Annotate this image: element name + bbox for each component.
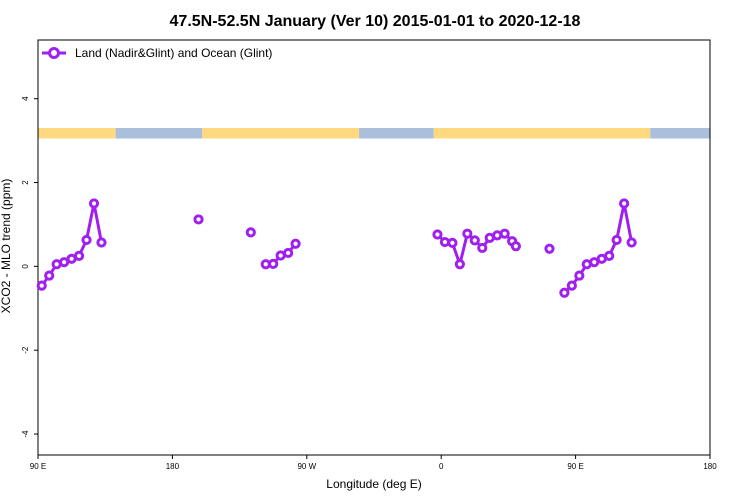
data-point-6-1 — [566, 280, 577, 291]
data-point-6-7 — [611, 234, 622, 246]
data-point-4-4 — [462, 228, 473, 239]
data-point-3-1 — [268, 258, 279, 269]
data-point-4-11 — [510, 241, 521, 252]
data-point-6-6 — [604, 250, 615, 261]
strip-land-segment-4 — [433, 128, 651, 139]
data-point-6-0 — [559, 287, 570, 298]
data-point-0-5 — [73, 250, 85, 261]
x-tick-label-2: 90 W — [297, 462, 316, 471]
data-point-0-8 — [96, 237, 107, 248]
data-point-0-3 — [59, 257, 70, 268]
x-tick-label-4: 90 E — [567, 462, 583, 471]
data-point-2-0 — [245, 227, 256, 238]
data-point-6-2 — [574, 270, 585, 281]
land-ocean-strip — [38, 128, 710, 139]
data-point-6-9 — [626, 237, 637, 248]
y-tick-label-0: -4 — [21, 430, 30, 438]
data-point-0-1 — [44, 270, 55, 281]
x-tick-label-0: 90 E — [30, 462, 46, 471]
y-axis: -4 -2 0 2 4 — [21, 96, 38, 438]
data-point-4-3 — [454, 259, 465, 270]
data-point-1-0 — [193, 214, 204, 225]
data-point-3-3 — [283, 247, 294, 259]
series-line-segment-6 — [563, 201, 634, 294]
data-point-4-6 — [477, 242, 488, 254]
data-point-4-2 — [447, 237, 458, 248]
x-axis: 90 E 180 90 W 0 90 E 180 — [30, 455, 717, 471]
y-tick-label-3: 2 — [21, 180, 30, 185]
data-point-4-9 — [499, 228, 510, 239]
legend-marker-swatch — [48, 47, 60, 59]
series-layer — [36, 198, 637, 298]
x-tick-label-5: 180 — [703, 462, 717, 471]
x-axis-label: Longitude (deg E) — [326, 477, 421, 491]
y-tick-label-1: -2 — [21, 346, 30, 354]
y-tick-label-4: 4 — [21, 96, 30, 101]
strip-ocean-segment-1 — [115, 128, 203, 139]
x-tick-label-1: 180 — [166, 462, 180, 471]
data-point-0-6 — [81, 234, 92, 246]
data-point-3-4 — [290, 238, 301, 249]
data-point-6-4 — [589, 257, 600, 268]
legend-entry-label: Land (Nadir&Glint) and Ocean (Glint) — [75, 46, 272, 60]
series-0 — [36, 198, 637, 298]
data-point-0-7 — [88, 198, 100, 209]
data-point-4-5 — [469, 235, 480, 246]
legend: Land (Nadir&Glint) and Ocean (Glint) — [42, 46, 272, 60]
strip-land-segment-0 — [38, 128, 116, 139]
data-point-6-8 — [619, 198, 630, 209]
strip-ocean-segment-5 — [650, 128, 710, 139]
y-tick-label-2: 0 — [21, 264, 30, 269]
data-point-5-0 — [544, 243, 555, 254]
y-axis-label: XCO2 - MLO trend (ppm) — [0, 179, 13, 314]
x-tick-label-3: 0 — [439, 462, 444, 471]
data-point-4-0 — [432, 229, 443, 240]
strip-ocean-segment-3 — [359, 128, 434, 139]
strip-land-segment-2 — [202, 128, 360, 139]
chart-title: 47.5N-52.5N January (Ver 10) 2015-01-01 … — [170, 13, 581, 30]
plot-frame — [37, 39, 711, 456]
data-point-0-0 — [36, 280, 47, 291]
